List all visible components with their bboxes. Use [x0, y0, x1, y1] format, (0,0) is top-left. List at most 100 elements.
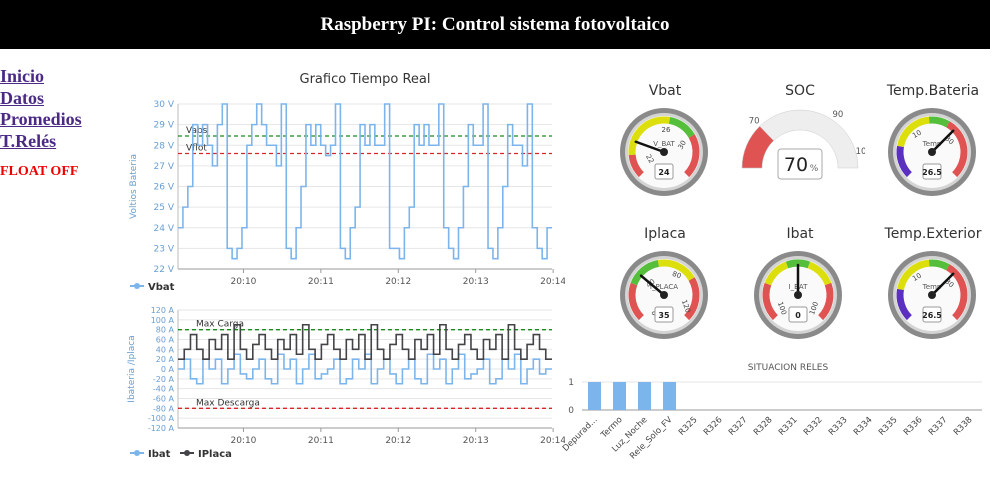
page-title: Raspberry PI: Control sistema fotovoltai… [320, 13, 670, 35]
gauge-band [628, 154, 644, 178]
gauge-soc: 70 80 90 100 70% [741, 106, 865, 180]
y-tick-label: 0 [568, 406, 574, 416]
nav-link-treles[interactable]: T.Relés [0, 130, 57, 151]
gauge-band [684, 277, 700, 321]
gauge-scale-label: 30 [677, 139, 688, 151]
soc-scale-label: 100 [856, 147, 865, 157]
x-tick-label: 20:12 [385, 436, 411, 446]
x-tick-label: 20:12 [385, 277, 411, 287]
y-tick-label: 1 [568, 378, 574, 388]
gauge-band [946, 121, 968, 178]
x-tick-label: 20:14 [540, 277, 565, 287]
gauge-band [630, 260, 660, 286]
y-tick-label: 29 V [154, 121, 175, 131]
y-axis-label: Ibateria /Iplaca [127, 335, 137, 402]
relay-label: R331 [777, 415, 800, 438]
gauge-soc-label: SOC [785, 83, 815, 99]
gauge-value: 26.5 [922, 311, 942, 320]
gauge-band [764, 261, 789, 286]
relay-label: R332 [802, 415, 825, 438]
nav-link-inicio[interactable]: Inicio [0, 66, 45, 86]
gauge-band [807, 261, 832, 286]
gauge-scale-label: 26 [662, 126, 671, 134]
gauge-value-box [922, 306, 942, 323]
relay-label: R334 [852, 415, 875, 438]
series-line-iplaca [178, 323, 552, 360]
gauge-needle [930, 129, 955, 154]
gauge-scale-label: 0 [650, 310, 659, 316]
gauge-scale-label: 30 [943, 278, 955, 290]
y-tick-label: -120 A [148, 424, 175, 433]
x-tick-label: 20:11 [308, 277, 334, 287]
chart-title: Grafico Tiempo Real [300, 72, 431, 87]
y-tick-label: 22 V [154, 265, 175, 275]
y-tick-label: -80 A [153, 404, 175, 413]
series-line-ibat [178, 353, 552, 385]
plot-line-label: Vflot [186, 144, 207, 154]
gauge-inner-label: V_BAT [653, 140, 675, 148]
gauge-hub [660, 291, 668, 299]
gauge-temp-bateria-label: Temp.Bateria [886, 83, 980, 99]
gauge-value-box [654, 306, 674, 323]
legend-dot [134, 450, 140, 456]
gauge-value: 26.5 [922, 168, 942, 177]
gauge-band [897, 259, 930, 291]
gauge-band [896, 288, 912, 321]
soc-fill [741, 125, 774, 169]
gauge-scale-label: 30 [943, 135, 955, 147]
relay-label: R335 [877, 415, 900, 438]
y-tick-label: 28 V [154, 141, 175, 151]
nav-link-datos[interactable]: Datos [0, 87, 44, 108]
relay-bar [588, 382, 601, 410]
plot-line-label: Max Descarga [196, 398, 260, 408]
gauge-scale-label: 80 [671, 270, 682, 281]
plot-line-label: Vabs [186, 126, 208, 136]
legend-dot [134, 283, 140, 289]
soc-scale-label: 80 [789, 106, 800, 108]
legend-label: Vbat [148, 282, 175, 293]
gauge-ibat: 100100I_BAT0 [754, 251, 842, 339]
y-tick-label: 120 A [151, 306, 175, 315]
nav-link-promedios[interactable]: Promedios [0, 109, 82, 129]
gauge-inner-label: Temp [922, 140, 942, 148]
soc-scale-label: 90 [832, 110, 843, 120]
soc-unit: % [810, 164, 819, 174]
gauge-scale-label: 22 [644, 153, 655, 165]
gauge-scale-label: 10 [911, 129, 923, 140]
gauge-inner-label: I_PLACA [650, 283, 678, 291]
gauge-vbat-label: Vbat [648, 83, 682, 99]
y-tick-label: 24 V [154, 224, 175, 234]
y-tick-label: 80 A [156, 326, 175, 335]
relay-label: R325 [677, 415, 700, 438]
relay-bar [663, 382, 676, 410]
gauge-value-box [922, 163, 942, 180]
series-line-vbat [178, 103, 552, 260]
gauge-band [818, 282, 834, 321]
legend-label: Ibat [148, 449, 171, 460]
relay-bar [613, 382, 626, 410]
y-tick-label: -100 A [148, 414, 175, 423]
relay-label: R328 [752, 415, 775, 438]
y-tick-label: 40 A [156, 345, 175, 354]
relay-label: R327 [727, 415, 750, 438]
plot-line-label: Max Carga [196, 320, 244, 330]
x-tick-label: 20:13 [463, 436, 489, 446]
legend-label: IPlaca [198, 449, 232, 460]
page-header: Raspberry PI: Control sistema fotovoltai… [0, 0, 990, 49]
y-tick-label: 60 A [156, 336, 175, 345]
y-tick-label: 25 V [154, 203, 175, 213]
gauge-band [946, 264, 968, 321]
gauge-needle [634, 140, 666, 154]
gauge-band [684, 134, 700, 178]
gauge-hub [794, 291, 802, 299]
vbat-chart: Grafico Tiempo Real 30 V 29 V 28 V 27 V 26 V 2… [129, 72, 565, 293]
gauge-band [657, 259, 695, 281]
y-tick-label: 100 A [151, 316, 175, 325]
relay-label: R326 [702, 415, 725, 438]
float-status: FLOAT OFF [0, 164, 79, 179]
y-tick-label: -20 A [153, 375, 175, 384]
relay-label: Depurad... [561, 415, 600, 454]
